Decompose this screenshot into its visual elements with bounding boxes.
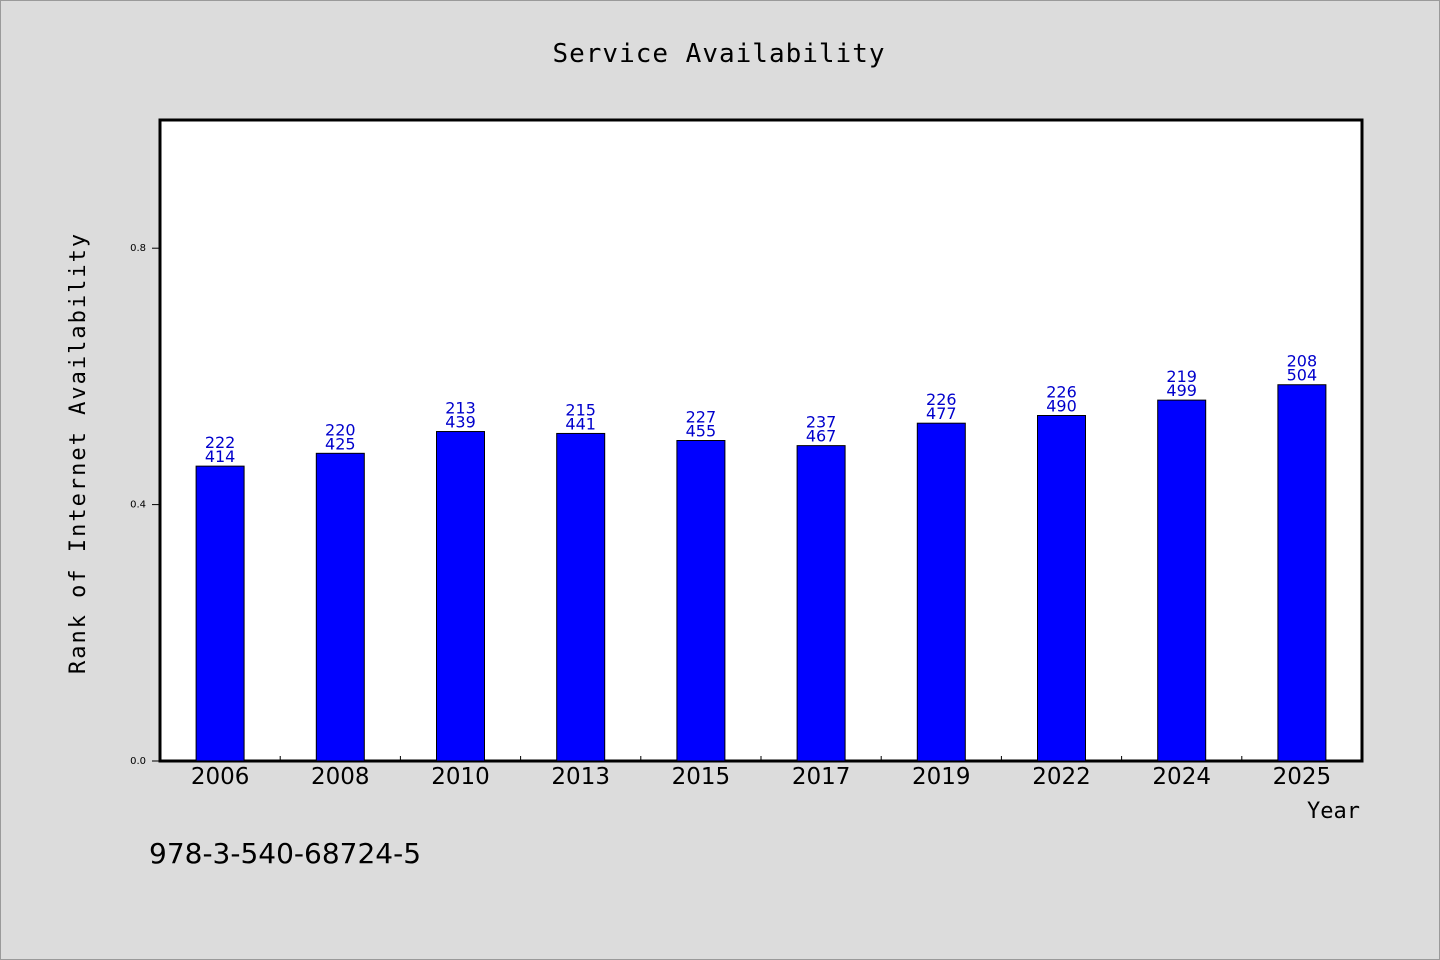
- x-tick-label-2024: 2024: [1152, 764, 1211, 790]
- data-label-top-2025: 208: [1287, 352, 1318, 371]
- data-label-bottom-2017: 467: [806, 427, 837, 446]
- x-tick-label-2019: 2019: [912, 764, 971, 790]
- y-axis-label: Rank of Internet Availability: [66, 232, 91, 674]
- data-label-top-2017: 237: [806, 413, 837, 432]
- data-label-bottom-2013: 441: [565, 414, 596, 433]
- y-axis: 0.0 0.4 0.8: [130, 243, 160, 767]
- x-tick-label-2015: 2015: [672, 764, 731, 790]
- bar-2022: [1037, 415, 1086, 762]
- data-label-bottom-2024: 499: [1166, 381, 1197, 400]
- footer-note: 978-3-540-68724-5: [149, 837, 421, 870]
- bar-2024: [1157, 399, 1207, 762]
- bar-2025: [1277, 384, 1327, 762]
- bar-2006: [195, 465, 245, 762]
- data-label-top-2013: 215: [565, 400, 596, 419]
- bar-2008: [315, 452, 365, 762]
- data-label-top-2019: 226: [926, 390, 957, 409]
- x-tick-label-2025: 2025: [1273, 764, 1332, 790]
- x-tick-label-2017: 2017: [792, 764, 851, 790]
- x-tick-label-2008: 2008: [311, 764, 370, 790]
- data-label-bottom-2025: 504: [1287, 366, 1318, 385]
- x-axis: 2006 2008 2010 2013 2015 2017 2019 2022 2024 2025: [191, 756, 1331, 790]
- data-label-top-2022: 226: [1046, 383, 1077, 402]
- bar-2010: [436, 431, 485, 762]
- x-axis-label: Year: [1307, 799, 1360, 824]
- x-tick-label-2013: 2013: [551, 764, 610, 790]
- data-label-top-2015: 227: [686, 408, 717, 427]
- data-label-top-2006: 222: [205, 433, 236, 452]
- chart-title: Service Availability: [552, 39, 885, 69]
- bar-2019: [916, 422, 966, 762]
- data-label-bottom-2008: 425: [325, 434, 356, 453]
- data-label-bottom-2015: 455: [686, 422, 717, 441]
- data-label-bottom-2006: 414: [205, 447, 236, 466]
- y-tick-label: 0.4: [130, 500, 146, 511]
- x-tick-label-2010: 2010: [431, 764, 490, 790]
- data-label-bottom-2022: 490: [1046, 397, 1077, 416]
- data-label-bottom-2010: 439: [445, 413, 476, 432]
- data-label-top-2010: 213: [445, 399, 476, 418]
- data-label-bottom-2019: 477: [926, 404, 957, 423]
- y-tick-label: 0.0: [130, 756, 146, 767]
- bar-2017: [796, 445, 846, 762]
- data-label-top-2024: 219: [1166, 367, 1197, 386]
- bar-2015: [676, 440, 726, 762]
- bars-layer: [195, 384, 1327, 762]
- data-label-top-2008: 220: [325, 420, 356, 439]
- y-tick-label: 0.8: [130, 243, 146, 254]
- x-tick-label-2006: 2006: [191, 764, 250, 790]
- x-tick-label-2022: 2022: [1032, 764, 1091, 790]
- bar-2013: [556, 432, 606, 762]
